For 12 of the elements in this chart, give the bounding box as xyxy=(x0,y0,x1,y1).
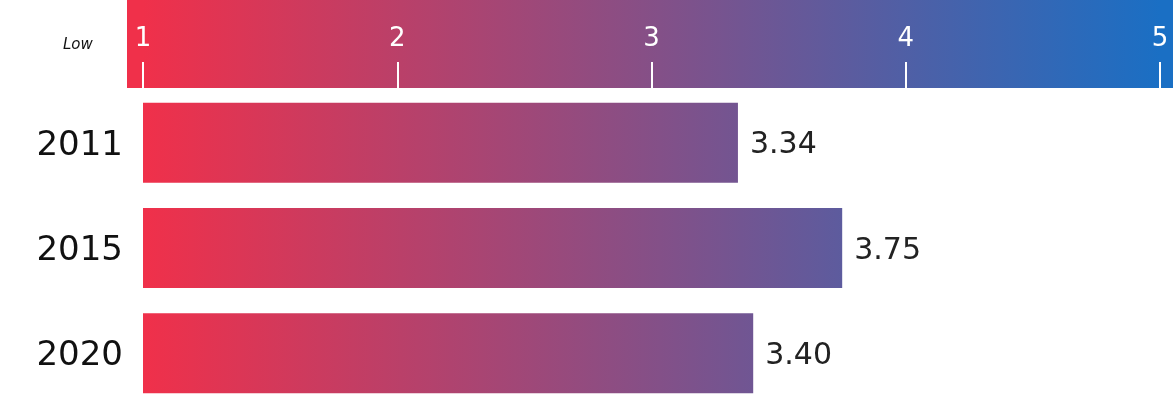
x-tick-label: 1 xyxy=(134,22,152,52)
x-tick-label: 5 xyxy=(1151,22,1169,52)
x-tick-label: 2 xyxy=(388,22,406,52)
y-tick-label: 2015 xyxy=(36,228,123,268)
y-tick-label: 2020 xyxy=(36,333,123,374)
data-label: 3.40 xyxy=(765,335,832,371)
x-tick-label: 3 xyxy=(643,22,660,52)
data-label: 3.75 xyxy=(854,230,921,266)
data-label: 3.34 xyxy=(749,125,817,161)
y-tick-label: 2011 xyxy=(36,122,123,163)
x-tick-label: 4 xyxy=(897,22,915,52)
text: Low xyxy=(63,34,94,53)
